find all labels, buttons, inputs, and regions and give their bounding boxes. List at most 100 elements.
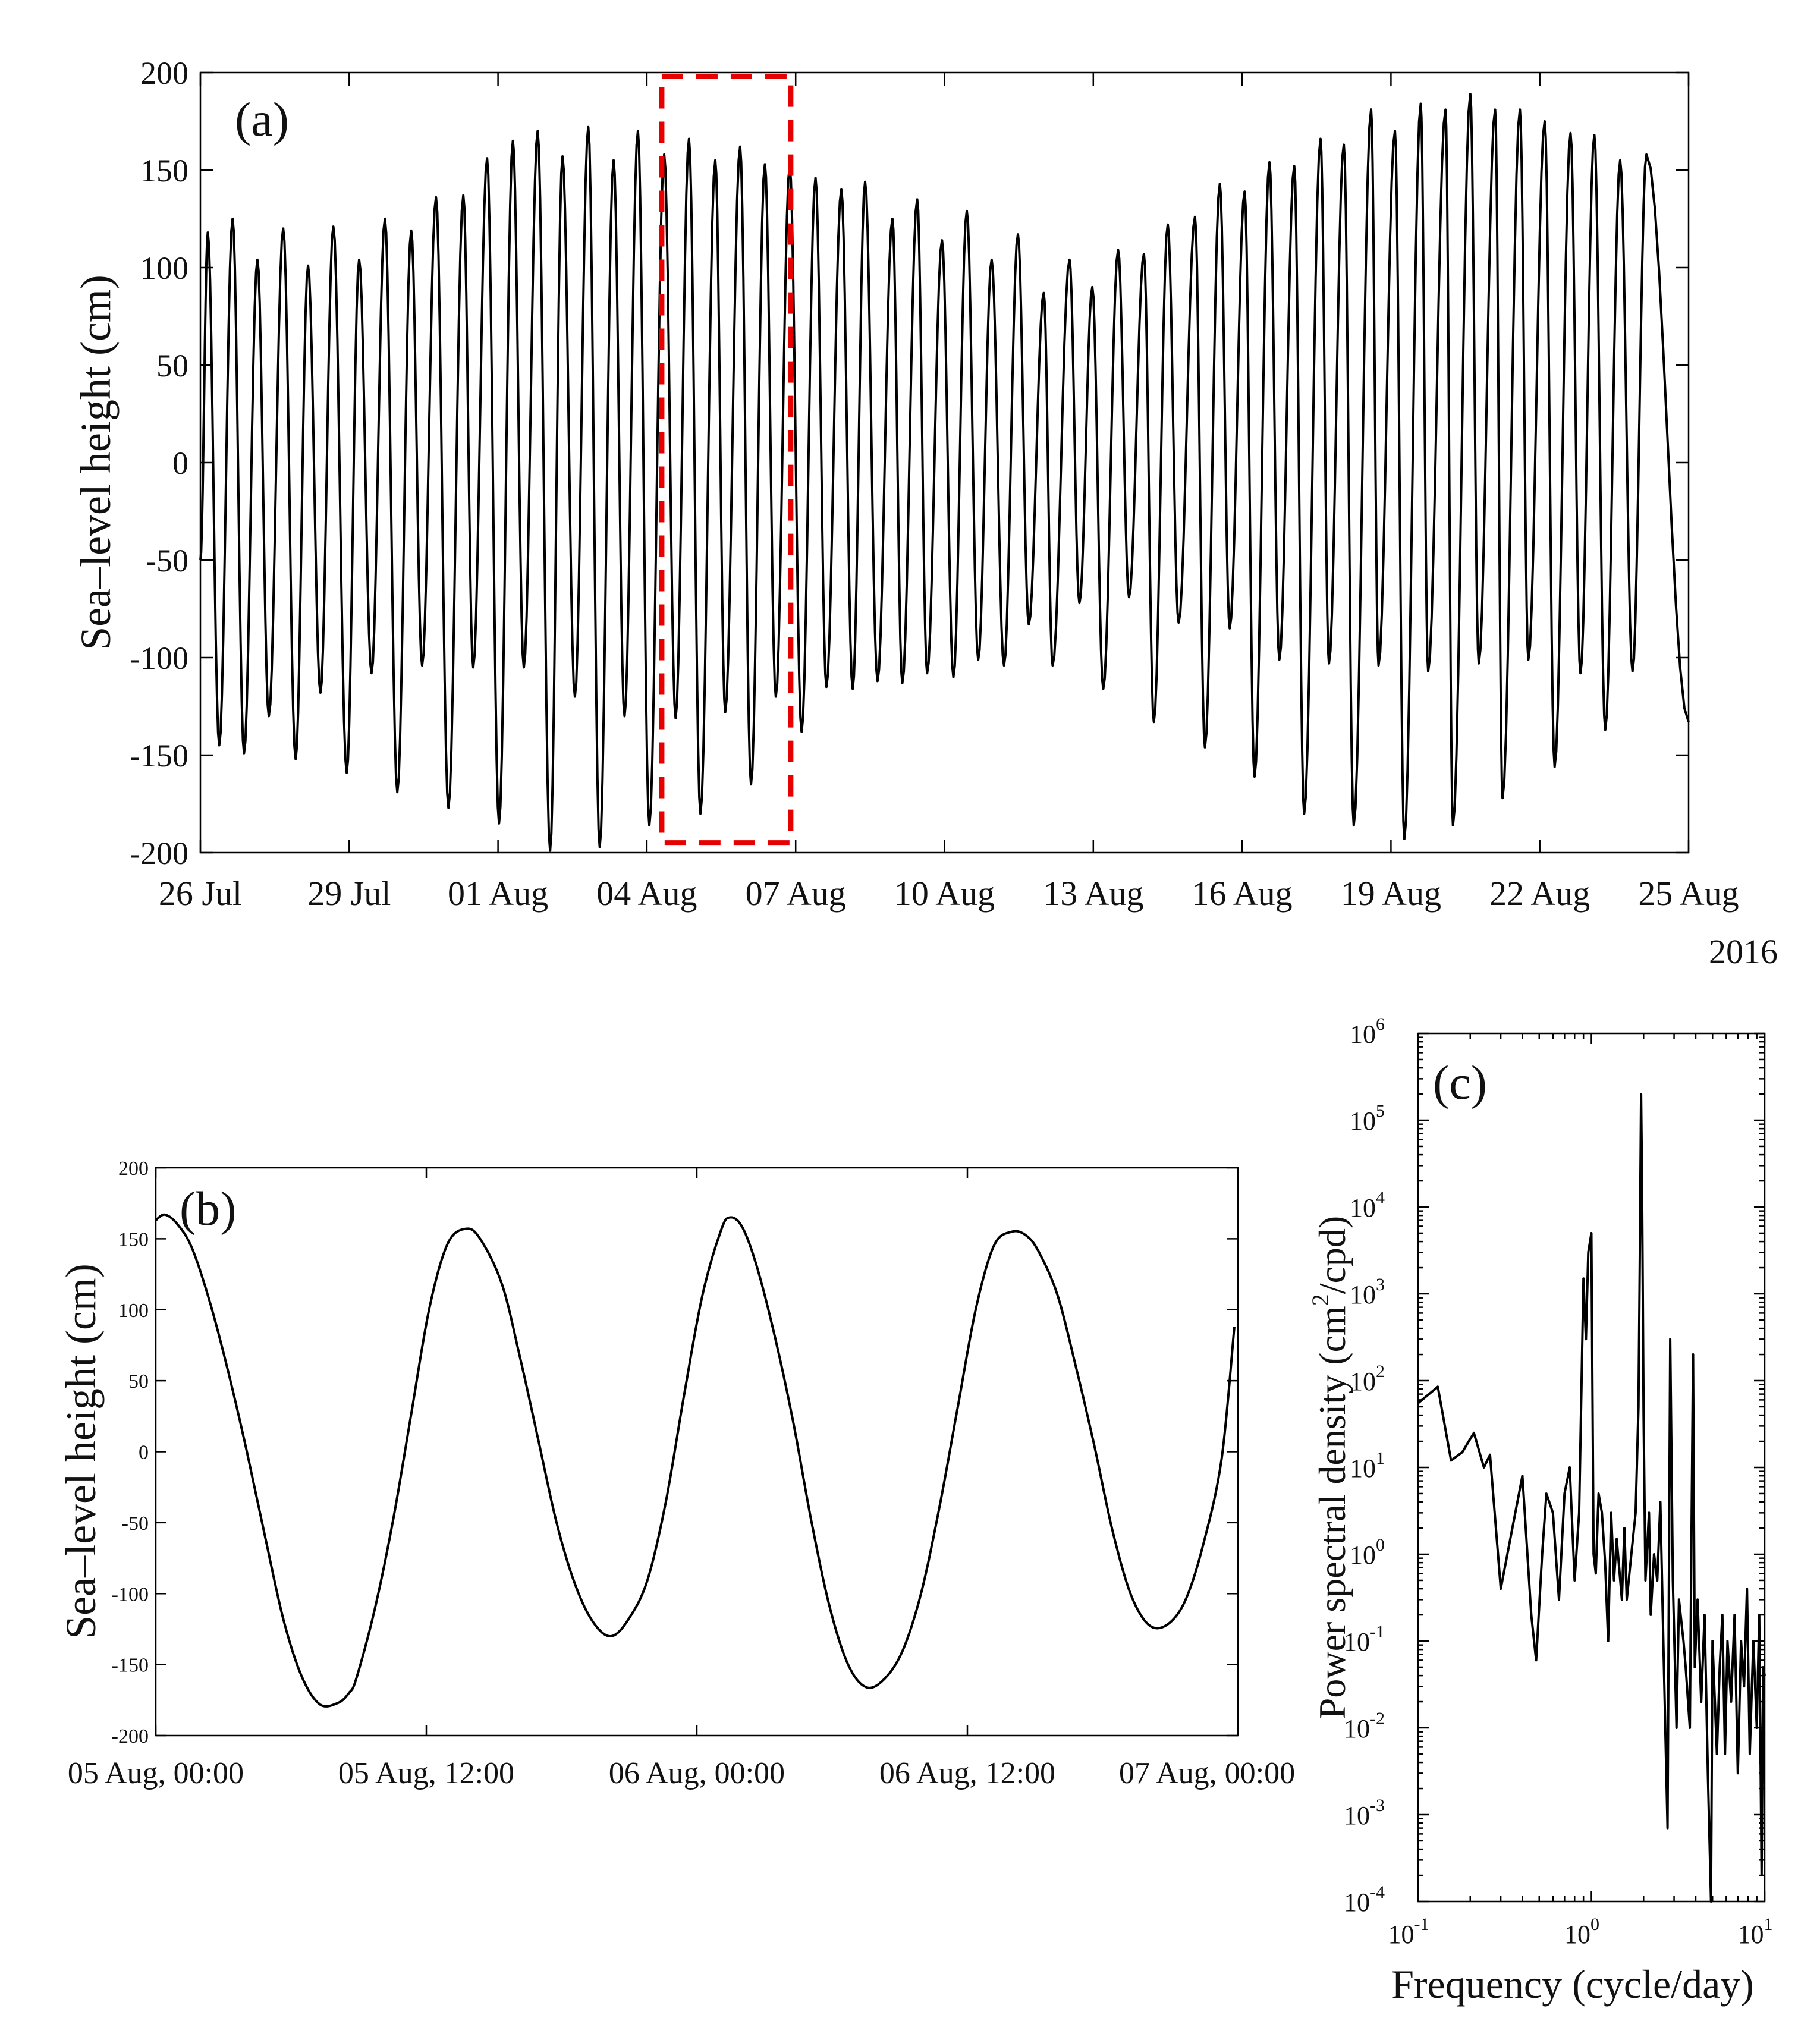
panel-c-y-tick-label-base: 10 xyxy=(1350,1280,1376,1309)
panel-c-x-tick-label-base: 10 xyxy=(1564,1920,1590,1949)
panel-c-y-tick-label-exponent: 4 xyxy=(1376,1188,1385,1208)
panel-b-y-tick-label: 0 xyxy=(139,1442,149,1464)
panel-c-y-axis-label: Power spectral density (cm2/cpd) xyxy=(1307,1216,1353,1719)
panel-a-x-ticks: 26 Jul 29 Jul 01 Aug 04 Aug 07 Aug 10 Aug 13 A… xyxy=(159,73,1739,913)
panel-c-x-tick-label: 101 xyxy=(1738,1915,1773,1949)
panel-a-x-tick-label: 25 Aug xyxy=(1638,874,1739,913)
panel-b-y-tick-label: 100 xyxy=(118,1300,149,1322)
panel-a-x-tick-label: 22 Aug xyxy=(1489,874,1590,913)
panel-c-y-tick-label: 103 xyxy=(1350,1275,1385,1309)
panel-b-y-tick-label: 50 xyxy=(128,1371,149,1393)
panel-a-y-ticks: 200 150 100 50 0 -50 -100 -150 -200 xyxy=(130,55,1689,871)
panel-b-x-ticks: 05 Aug, 00:00 05 Aug, 12:00 06 Aug, 00:00 0… xyxy=(68,1168,1295,1790)
panel-c-x-tick-label-exponent: 0 xyxy=(1590,1915,1599,1934)
panel-c-y-tick-label-exponent: -4 xyxy=(1370,1882,1385,1902)
panel-a: 26 Jul 29 Jul 01 Aug 04 Aug 07 Aug 10 Aug 13 A… xyxy=(72,55,1778,971)
panel-c-y-tick-label-exponent: 5 xyxy=(1376,1101,1385,1121)
panel-b-x-tick-label: 06 Aug, 00:00 xyxy=(609,1756,785,1790)
panel-a-y-tick-label: 0 xyxy=(172,445,188,481)
panel-a-x-tick-label: 10 Aug xyxy=(894,874,995,913)
panel-c-x-tick-label: 100 xyxy=(1564,1915,1599,1949)
panel-b-label: (b) xyxy=(180,1181,237,1236)
panel-c-y-axis-label-sup: 2 xyxy=(1307,1294,1334,1306)
panel-a-y-tick-label: 200 xyxy=(140,55,188,91)
panel-a-y-axis-label: Sea–level height (cm) xyxy=(72,275,120,650)
panel-c-y-tick-label-exponent: 2 xyxy=(1376,1362,1385,1381)
panel-a-x-tick-label: 29 Jul xyxy=(307,874,391,913)
panel-c-y-tick-label-base: 10 xyxy=(1344,1714,1370,1743)
panel-a-y-tick-label: -150 xyxy=(130,738,188,774)
panel-c-y-tick-label-exponent: 6 xyxy=(1376,1014,1385,1034)
panel-c-y-tick-label: 105 xyxy=(1350,1101,1385,1136)
panel-b-y-tick-label: -50 xyxy=(122,1513,149,1535)
panel-a-year-label: 2016 xyxy=(1709,932,1778,971)
panel-a-sea-level-series xyxy=(199,93,1690,852)
panel-b-y-tick-label: -150 xyxy=(112,1655,149,1677)
panel-c-y-tick-label-base: 10 xyxy=(1350,1541,1376,1570)
panel-c-y-axis-label-main: Power spectral density (cm xyxy=(1311,1306,1353,1719)
panel-a-label: (a) xyxy=(235,92,289,146)
panel-c-y-tick-label-exponent: -1 xyxy=(1370,1622,1385,1642)
panel-b-x-tick-label: 07 Aug, 00:00 xyxy=(1119,1756,1295,1790)
panel-c-label: (c) xyxy=(1433,1055,1487,1109)
panel-c-y-tick-label-base: 10 xyxy=(1350,1020,1376,1049)
panel-b-y-tick-label: -100 xyxy=(112,1583,149,1605)
panel-a-y-tick-label: -50 xyxy=(146,543,188,579)
panel-c-y-tick-label-exponent: 0 xyxy=(1376,1535,1385,1555)
panel-c-x-axis-label: Frequency (cycle/day) xyxy=(1391,1962,1754,2007)
panel-c-x-tick-label-exponent: 1 xyxy=(1764,1915,1773,1934)
panel-c-y-axis-label-end: /cpd) xyxy=(1311,1216,1353,1294)
panel-b-x-tick-label: 05 Aug, 12:00 xyxy=(338,1756,514,1790)
panel-c-y-tick-label: 10-3 xyxy=(1344,1796,1385,1830)
panel-c-y-tick-label: 10-2 xyxy=(1344,1709,1385,1743)
panel-a-x-tick-label: 01 Aug xyxy=(448,874,548,913)
panel-b-y-tick-label: 150 xyxy=(118,1228,149,1250)
panel-c-y-tick-label-base: 10 xyxy=(1350,1107,1376,1136)
panel-a-x-tick-label: 13 Aug xyxy=(1043,874,1143,913)
panel-a-x-tick-label: 04 Aug xyxy=(596,874,697,913)
panel-c-y-tick-label-base: 10 xyxy=(1350,1454,1376,1483)
panel-b-x-tick-label: 05 Aug, 00:00 xyxy=(68,1756,244,1790)
panel-a-x-tick-label: 26 Jul xyxy=(159,874,242,913)
panel-a-y-tick-label: 100 xyxy=(140,250,188,286)
panel-c-x-tick-label-base: 10 xyxy=(1738,1920,1764,1949)
panel-c-y-tick-label-base: 10 xyxy=(1344,1627,1370,1656)
panel-c-x-tick-label: 10-1 xyxy=(1388,1915,1429,1949)
panel-a-y-tick-label: 150 xyxy=(140,153,188,188)
panel-b: 05 Aug, 00:00 05 Aug, 12:00 06 Aug, 00:00 0… xyxy=(57,1158,1295,1790)
panel-c-x-tick-label-base: 10 xyxy=(1388,1920,1414,1949)
panel-c-psd-series xyxy=(1417,1093,1766,1903)
panel-c-y-tick-label-base: 10 xyxy=(1344,1801,1370,1830)
panel-c-y-tick-label: 100 xyxy=(1350,1535,1385,1570)
panel-b-axes xyxy=(155,1167,1239,1737)
panel-b-y-axis-label: Sea–level height (cm) xyxy=(57,1263,105,1639)
panel-c-y-tick-label: 102 xyxy=(1350,1362,1385,1396)
panel-a-x-tick-label: 19 Aug xyxy=(1341,874,1441,913)
panel-a-y-tick-label: 50 xyxy=(156,348,188,384)
panel-c-y-tick-label: 104 xyxy=(1350,1188,1385,1222)
panel-b-y-tick-label: 200 xyxy=(118,1158,149,1180)
panel-c-y-tick-label-base: 10 xyxy=(1350,1367,1376,1396)
panel-c-y-tick-label: 101 xyxy=(1350,1448,1385,1483)
panel-a-y-tick-label: -100 xyxy=(130,640,188,676)
panel-c-y-tick-label: 10-4 xyxy=(1344,1882,1385,1917)
panel-c-y-tick-label: 10-1 xyxy=(1344,1622,1385,1656)
panel-c-x-ticks: 10-1 100 101 xyxy=(1388,1033,1773,1949)
panel-b-y-ticks: 200 150 100 50 0 -50 -100 -150 -200 xyxy=(112,1158,1238,1747)
panel-c-x-tick-label-exponent: -1 xyxy=(1414,1915,1429,1934)
panel-c-y-tick-label-exponent: -2 xyxy=(1370,1709,1385,1728)
panel-a-x-tick-label: 07 Aug xyxy=(746,874,846,913)
panel-c: 10-1 100 101 10610510410310210110010-110-2… xyxy=(1307,1014,1773,2007)
panel-c-y-tick-label-base: 10 xyxy=(1344,1888,1370,1917)
panel-b-x-tick-label: 06 Aug, 12:00 xyxy=(879,1756,1055,1790)
panel-a-x-tick-label: 16 Aug xyxy=(1192,874,1293,913)
panel-b-y-tick-label: -200 xyxy=(112,1725,149,1747)
panel-c-y-tick-label: 106 xyxy=(1350,1014,1385,1049)
panel-c-y-tick-label-exponent: 3 xyxy=(1376,1275,1385,1294)
panel-c-y-tick-label-base: 10 xyxy=(1350,1193,1376,1222)
panel-b-sea-level-series xyxy=(155,1213,1236,1708)
panel-c-y-tick-label-exponent: -3 xyxy=(1370,1796,1385,1815)
panel-c-y-tick-label-exponent: 1 xyxy=(1376,1448,1385,1468)
